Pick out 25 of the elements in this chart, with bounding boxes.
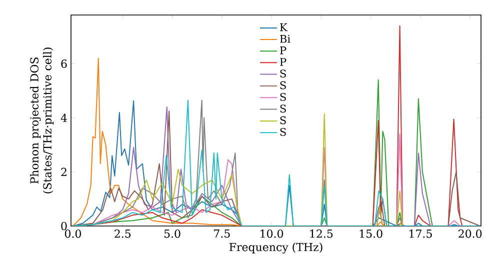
x-tick-label: 2.5 [114,230,131,238]
x-tick-label: 12.5 [310,230,333,238]
x-tick-label: 0.0 [64,230,81,238]
legend-label: P [280,58,286,66]
legend-label: K [280,23,288,32]
x-tick-label: 17.5 [410,230,432,238]
legend-label: S [280,70,286,78]
legend-label: S [280,104,286,113]
x-tick-label: 15.0 [360,230,382,238]
legend-label: Bi [280,34,290,43]
y-tick-label: 6 [61,60,67,68]
y-tick-label: 4 [60,114,67,122]
x-tick-label: 5.0 [164,230,180,238]
legend-label: S [280,81,286,90]
y-axis-title: Phonon projected DOS (States/THz·primitive cell) [30,48,54,194]
x-axis-title: Frequency (THz) [229,242,322,254]
legend-label: S [280,92,286,101]
y-tick-label: 0 [61,222,67,230]
x-tick-label: 10.0 [260,230,284,238]
x-tick-label: 7.5 [214,230,230,238]
y-tick-label: 2 [61,168,66,176]
legend-label: S [280,116,286,124]
legend-label: S [280,128,286,136]
x-tick-label: 20.0 [458,230,482,238]
legend-label: P [280,46,286,54]
